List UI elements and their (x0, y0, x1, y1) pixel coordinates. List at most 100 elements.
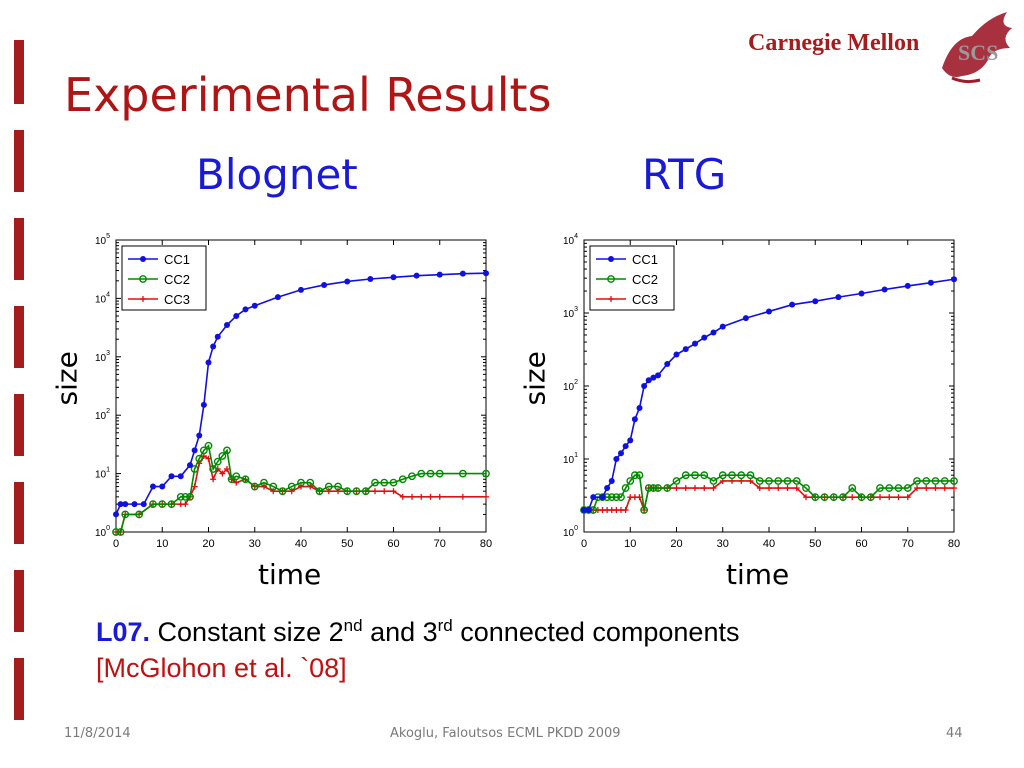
data-point (682, 346, 689, 353)
data-point (390, 274, 397, 281)
data-point (941, 485, 948, 492)
data-point (190, 465, 199, 473)
data-point (315, 487, 324, 496)
y-tick-label: 102 (563, 379, 578, 393)
data-point (923, 485, 930, 492)
data-point (682, 485, 689, 492)
legend-label: CC2 (632, 272, 658, 287)
data-point (149, 500, 157, 509)
data-point (737, 471, 746, 480)
data-point (820, 493, 829, 502)
data-point (232, 472, 241, 481)
data-point (645, 377, 652, 384)
decorative-bar (14, 482, 24, 544)
data-point (914, 485, 920, 492)
caption-text: connected components (452, 617, 740, 647)
x-tick-label: 20 (202, 538, 214, 550)
x-axis-label-blognet: time (258, 558, 322, 591)
data-point (581, 507, 587, 514)
data-point (783, 477, 792, 485)
x-tick-label: 0 (581, 538, 587, 550)
data-point (622, 507, 629, 514)
data-point (622, 443, 629, 450)
data-point (159, 483, 166, 490)
data-point (931, 477, 940, 485)
data-point (829, 493, 838, 502)
data-point (168, 473, 175, 480)
data-point (802, 484, 810, 492)
y-axis-label-blognet: size (50, 351, 84, 406)
data-point (241, 475, 250, 484)
data-point (251, 302, 258, 309)
data-point (150, 483, 156, 490)
data-point (858, 290, 865, 297)
data-point (701, 334, 708, 341)
data-point (116, 528, 125, 536)
data-point (233, 479, 240, 486)
data-point (352, 487, 361, 496)
data-point (260, 478, 268, 487)
data-point (418, 493, 425, 500)
data-point (608, 477, 615, 484)
data-point (599, 494, 606, 501)
data-point (792, 477, 801, 485)
data-point (932, 485, 939, 492)
data-point (765, 477, 773, 485)
data-point (204, 441, 213, 450)
legend-marker (608, 296, 614, 302)
legend-label: CC1 (632, 252, 658, 267)
data-point (866, 493, 875, 502)
data-point (903, 484, 912, 492)
data-point (950, 477, 958, 485)
data-point (113, 511, 119, 518)
y-tick-label: 104 (563, 233, 578, 247)
data-point (857, 493, 866, 502)
data-point (371, 478, 379, 487)
data-point (793, 485, 800, 492)
data-point (426, 469, 435, 478)
y-tick-label: 104 (95, 291, 110, 305)
data-point (399, 493, 406, 500)
data-point (626, 477, 635, 485)
data-point (117, 501, 124, 508)
data-point (789, 301, 796, 308)
data-point (617, 493, 625, 502)
data-point (298, 483, 304, 490)
x-tick-label: 50 (809, 538, 821, 550)
caption-text: and 3 (362, 617, 438, 647)
y-tick-label: 103 (563, 306, 578, 320)
decorative-bar (14, 218, 24, 280)
data-point (784, 485, 791, 492)
data-point (372, 488, 378, 495)
data-point (710, 485, 717, 492)
cmu-logo: Carnegie Mellon SCS (748, 8, 1020, 88)
data-point (746, 471, 755, 480)
series-line-cc2 (584, 474, 954, 511)
data-point (927, 279, 934, 286)
data-point (663, 484, 672, 492)
data-point (803, 494, 809, 501)
data-point (709, 477, 718, 485)
data-point (343, 487, 352, 496)
data-point (367, 275, 374, 282)
data-point (214, 333, 221, 340)
data-point (112, 528, 120, 536)
data-point (182, 501, 189, 508)
series-line-cc1 (115, 272, 487, 515)
slide-title: Experimental Results (64, 68, 552, 122)
legend-marker (607, 275, 615, 283)
data-point (417, 469, 426, 478)
data-point (200, 401, 207, 408)
citation: [McGlohon et al. `08] (96, 653, 347, 683)
data-point (718, 471, 727, 480)
x-tick-label: 70 (434, 538, 446, 550)
data-point (140, 501, 147, 508)
data-point (135, 510, 144, 519)
x-tick-label: 60 (387, 538, 399, 550)
data-point (877, 494, 883, 501)
data-point (876, 484, 884, 492)
data-point (673, 351, 680, 358)
y-tick-label: 102 (95, 408, 110, 422)
data-point (766, 308, 772, 315)
lemma-label: L07. (96, 617, 151, 647)
